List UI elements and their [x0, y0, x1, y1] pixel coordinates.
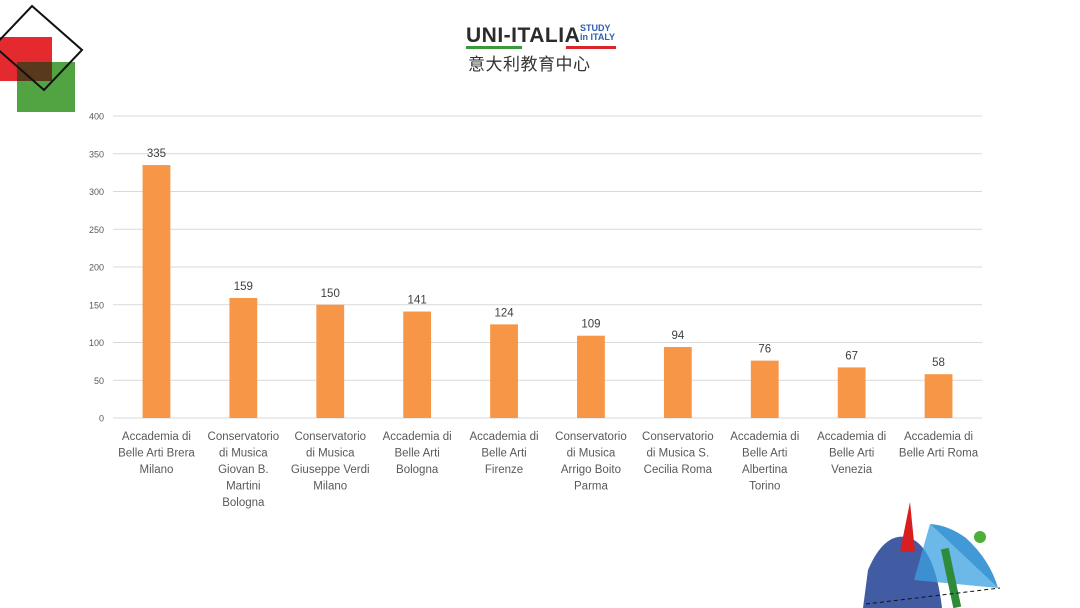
x-category-label: Accademia di Belle Arti Roma	[899, 431, 979, 460]
bar	[403, 311, 432, 418]
y-tick-label: 250	[89, 225, 104, 235]
x-category-label-line: Accademia di	[904, 431, 973, 443]
bar	[577, 335, 605, 418]
bar-value-label: 67	[845, 350, 858, 362]
y-tick-label: 200	[89, 263, 104, 273]
x-category-label-line: Bologna	[222, 497, 265, 509]
x-category-label-line: Torino	[749, 481, 780, 493]
y-tick-label: 100	[89, 338, 104, 348]
overlap-square-shape	[17, 62, 52, 81]
y-tick-label: 50	[94, 376, 104, 386]
y-tick-label: 350	[89, 149, 104, 159]
bar	[229, 297, 258, 418]
x-category-label-line: Conservatorio	[555, 431, 627, 443]
chart-gridlines	[113, 115, 982, 419]
logo-wordmark: UNI-ITALIA	[466, 24, 581, 47]
dashed-line-shape	[865, 587, 1001, 605]
bar-value-label: 335	[147, 148, 166, 160]
x-category-label-line: Belle Arti Roma	[899, 448, 979, 460]
x-category-label-line: Conservatorio	[208, 431, 280, 443]
x-category-label-line: di Musica	[567, 448, 616, 460]
x-category-label-line: Giovan B.	[218, 464, 269, 476]
x-category-label-line: Accademia di	[730, 431, 799, 443]
x-category-label-line: Albertina	[742, 464, 788, 476]
x-category-label: Accademia di Belle Arti Venezia	[817, 431, 886, 476]
x-category-label: Accademia di Belle Arti Albertina Torino	[730, 431, 799, 493]
logo-red-underline	[566, 46, 616, 49]
light-blue-triangle-shape	[914, 524, 998, 588]
chart-data-labels: 335 159 150 141 124 109 94 76 67 58	[147, 148, 945, 369]
corner-decoration-top-left	[0, 4, 84, 112]
bar	[316, 304, 345, 418]
x-category-label-line: Belle Arti Brera	[118, 448, 195, 460]
logo-study-line1: STUDY	[580, 23, 611, 33]
x-category-label-line: Accademia di	[383, 431, 452, 443]
logo-study-in-italy: STUDY in ITALY	[580, 24, 615, 42]
bar	[142, 165, 171, 418]
x-category-label: Conservatorio di Musica Arrigo Boito Parma	[555, 431, 627, 493]
logo-chinese-subtitle: 意大利教育中心	[468, 55, 591, 75]
x-category-label-line: Belle Arti	[742, 448, 787, 460]
y-tick-label: 150	[89, 300, 104, 310]
bar	[924, 374, 953, 418]
x-category-label-line: Belle Arti	[394, 448, 439, 460]
x-category-label-line: Cecilia Roma	[644, 464, 713, 476]
x-category-label-line: Parma	[574, 481, 608, 493]
x-category-label-line: Giuseppe Verdi	[291, 464, 370, 476]
uni-italia-logo: UNI-ITALIA STUDY in ITALY 意大利教育中心	[462, 22, 622, 75]
x-category-label-line: Firenze	[485, 464, 523, 476]
x-category-label: Conservatorio di Musica S. Cecilia Roma	[642, 431, 714, 476]
x-category-label: Conservatorio di Musica Giovan B. Martini Bo…	[208, 431, 280, 509]
bar	[663, 347, 692, 418]
x-category-label-line: Conservatorio	[294, 431, 366, 443]
x-category-label-line: Accademia di	[470, 431, 539, 443]
black-outline-diamond-shape	[0, 4, 84, 92]
x-category-label-line: Bologna	[396, 464, 439, 476]
bar-value-label: 76	[758, 344, 771, 356]
x-category-label-line: Milano	[140, 464, 174, 476]
x-category-label-line: di Musica	[219, 448, 268, 460]
bar-value-label: 109	[581, 319, 600, 331]
logo-green-underline	[466, 46, 522, 49]
x-axis-categories: Accademia di Belle Arti Brera MilanoConser…	[118, 431, 979, 509]
x-category-label-line: Venezia	[831, 464, 873, 476]
green-bar-shape	[940, 547, 962, 608]
bar-value-label: 124	[494, 307, 514, 319]
bar	[490, 324, 518, 418]
red-spike-shape	[900, 502, 915, 552]
x-category-label-line: Accademia di	[817, 431, 886, 443]
y-tick-label: 0	[99, 414, 104, 424]
x-category-label-line: Accademia di	[122, 431, 191, 443]
x-category-label-line: Arrigo Boito	[561, 464, 621, 476]
x-category-label-line: Belle Arti	[829, 448, 874, 460]
y-tick-label: 400	[89, 112, 104, 122]
logo-study-line2: in ITALY	[580, 32, 616, 42]
x-category-label-line: Milano	[313, 481, 347, 493]
bar	[837, 367, 866, 418]
x-category-label-line: di Musica S.	[647, 448, 710, 460]
green-dot-shape	[974, 531, 986, 543]
y-axis-ticks: 0 50 100 150 200 250 300 350 400	[89, 112, 104, 424]
bar-value-label: 159	[234, 281, 253, 293]
bar-value-label: 150	[321, 288, 340, 300]
bar-value-label: 141	[408, 295, 427, 307]
x-category-label: Accademia di Belle Arti Brera Milano	[118, 431, 195, 476]
bar-value-label: 94	[671, 330, 684, 342]
x-category-label-line: Martini	[226, 481, 261, 493]
x-category-label-line: Conservatorio	[642, 431, 714, 443]
bar	[750, 360, 779, 418]
y-tick-label: 300	[89, 187, 104, 197]
x-category-label: Conservatorio di Musica Giuseppe Verdi Mila…	[291, 431, 370, 493]
bar-value-label: 58	[932, 357, 945, 369]
x-category-label: Accademia di Belle Arti Bologna	[383, 431, 452, 476]
x-category-label: Accademia di Belle Arti Firenze	[470, 431, 539, 476]
chart-bars	[142, 165, 953, 418]
x-category-label-line: di Musica	[306, 448, 355, 460]
x-category-label-line: Belle Arti	[481, 448, 526, 460]
